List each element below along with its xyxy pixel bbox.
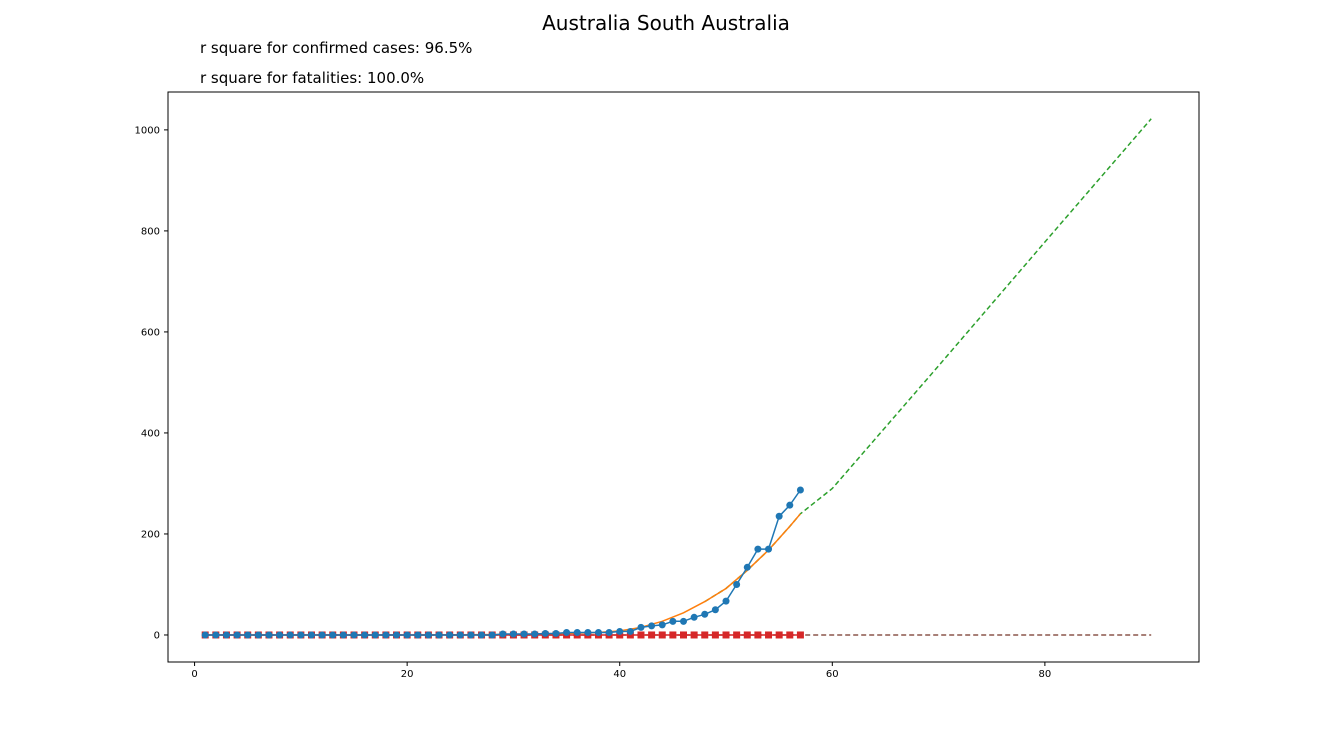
data-point-confirmed: [743, 563, 751, 571]
y-tick-label: 0: [154, 630, 160, 641]
data-point-confirmed: [318, 631, 326, 639]
data-point-fatalities: [711, 631, 719, 639]
data-point-confirmed: [350, 631, 358, 639]
data-point-fatalities: [648, 631, 656, 639]
data-point-fatalities: [637, 631, 645, 639]
data-point-confirmed: [616, 627, 624, 635]
series-confirmed-projection: [704, 118, 1152, 603]
data-point-confirmed: [584, 628, 592, 636]
x-tick-label: 80: [1039, 669, 1052, 680]
data-point-confirmed: [265, 631, 273, 639]
data-point-confirmed: [531, 630, 539, 638]
data-point-confirmed: [212, 631, 220, 639]
data-point-confirmed: [233, 631, 241, 639]
data-point-confirmed: [626, 627, 634, 635]
data-point-confirmed: [754, 545, 762, 553]
data-point-confirmed: [509, 630, 517, 638]
data-point-fatalities: [733, 631, 741, 639]
x-tick-label: 0: [191, 669, 197, 680]
data-point-confirmed: [594, 628, 602, 636]
data-point-confirmed: [244, 631, 252, 639]
y-tick-label: 1000: [135, 125, 160, 136]
data-point-fatalities: [765, 631, 773, 639]
data-point-confirmed: [414, 631, 422, 639]
data-point-fatalities: [701, 631, 709, 639]
data-point-confirmed: [456, 631, 464, 639]
data-point-confirmed: [467, 631, 475, 639]
chart-title: Australia South Australia: [542, 11, 790, 35]
data-point-confirmed: [669, 617, 677, 625]
annotation-fatalities-r2: r square for fatalities: 100.0%: [200, 69, 424, 87]
data-point-confirmed: [201, 631, 209, 639]
series-confirmed-fit: [205, 513, 801, 636]
data-point-confirmed: [403, 631, 411, 639]
data-point-confirmed: [573, 628, 581, 636]
series-line-confirmed-projection: [704, 118, 1152, 603]
data-point-confirmed: [478, 631, 486, 639]
data-point-confirmed: [563, 628, 571, 636]
data-point-confirmed: [446, 631, 454, 639]
x-tick-label: 40: [613, 669, 626, 680]
x-tick-label: 20: [401, 669, 414, 680]
data-point-confirmed: [520, 630, 528, 638]
data-point-fatalities: [626, 631, 634, 639]
data-point-fatalities: [690, 631, 698, 639]
data-point-confirmed: [499, 630, 507, 638]
data-point-fatalities: [658, 631, 666, 639]
data-point-confirmed: [733, 580, 741, 588]
data-point-confirmed: [361, 631, 369, 639]
data-point-confirmed: [775, 512, 783, 520]
data-point-confirmed: [297, 631, 305, 639]
data-point-confirmed: [222, 631, 230, 639]
data-point-confirmed: [648, 622, 656, 630]
plot-area: [201, 118, 1152, 639]
data-point-confirmed: [637, 623, 645, 631]
data-point-fatalities: [796, 631, 804, 639]
data-point-confirmed: [254, 631, 262, 639]
data-point-confirmed: [435, 631, 443, 639]
data-point-confirmed: [796, 486, 804, 494]
plot-frame: [167, 91, 1200, 663]
series-line-confirmed: [205, 489, 802, 636]
data-point-confirmed: [339, 631, 347, 639]
data-point-confirmed: [605, 628, 613, 636]
data-point-confirmed: [371, 631, 379, 639]
data-point-confirmed: [329, 631, 337, 639]
data-point-confirmed: [276, 631, 284, 639]
data-point-fatalities: [680, 631, 687, 639]
data-point-fatalities: [754, 631, 762, 639]
data-point-confirmed: [424, 631, 432, 639]
data-point-confirmed: [382, 631, 390, 639]
data-point-confirmed: [680, 617, 687, 625]
series-confirmed: [201, 486, 804, 639]
y-tick-label: 400: [141, 428, 160, 439]
data-point-confirmed: [488, 631, 496, 639]
series-line-confirmed-fit: [205, 513, 801, 636]
data-point-fatalities: [743, 631, 751, 639]
data-point-fatalities: [722, 631, 730, 639]
data-point-fatalities: [775, 631, 783, 639]
y-tick-label: 600: [141, 327, 160, 338]
data-point-confirmed: [765, 545, 773, 553]
data-point-fatalities: [669, 631, 677, 639]
data-point-confirmed: [690, 613, 698, 621]
data-point-confirmed: [722, 597, 730, 605]
data-point-confirmed: [552, 629, 560, 637]
x-tick-label: 60: [826, 669, 839, 680]
data-point-confirmed: [541, 629, 549, 637]
annotation-confirmed-r2: r square for confirmed cases: 96.5%: [200, 39, 472, 57]
data-point-fatalities: [616, 631, 624, 639]
data-point-confirmed: [786, 501, 794, 509]
data-point-confirmed: [307, 631, 315, 639]
data-point-confirmed: [701, 610, 709, 618]
data-point-confirmed: [393, 631, 401, 639]
data-point-confirmed: [286, 631, 294, 639]
data-point-confirmed: [711, 606, 719, 614]
data-point-fatalities: [786, 631, 794, 639]
y-tick-label: 200: [141, 529, 160, 540]
y-tick-label: 800: [141, 226, 160, 237]
data-point-confirmed: [658, 621, 666, 629]
